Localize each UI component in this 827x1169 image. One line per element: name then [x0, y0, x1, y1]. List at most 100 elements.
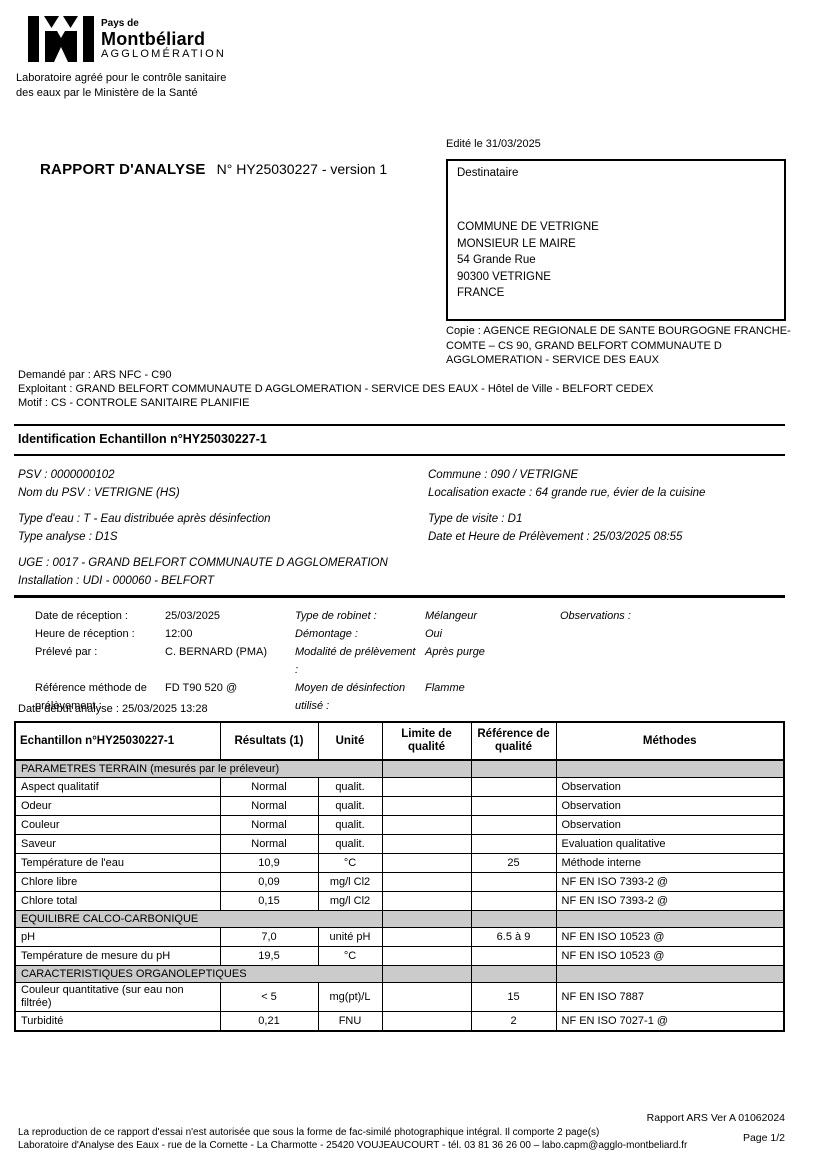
- footer-reproduction-notice: La reproduction de ce rapport d'essai n'…: [18, 1127, 600, 1138]
- reception-details: Date de réception : 25/03/2025 Type de rob…: [35, 607, 791, 715]
- accreditation-line: Laboratoire agréé pour le contrôle sanit…: [16, 72, 227, 84]
- divider: [14, 595, 785, 598]
- col-header-unit: Unité: [317, 721, 383, 761]
- cell-limit: [381, 777, 472, 797]
- cell-unit: °C: [317, 853, 383, 873]
- cell-limit: [381, 853, 472, 873]
- identification-line: Commune : 090 / VETRIGNE: [428, 469, 579, 481]
- cell-method: NF EN ISO 7027-1 @: [555, 1011, 785, 1032]
- identification-line: Type d'eau : T - Eau distribuée après dé…: [18, 513, 271, 525]
- cell-param: Aspect qualitatif: [14, 777, 221, 797]
- cell-param: Température de mesure du pH: [14, 946, 221, 966]
- cell-limit: [381, 927, 472, 947]
- cell-limit: [381, 815, 472, 835]
- field-value: Oui: [425, 628, 443, 640]
- cell-method: Evaluation qualitative: [555, 834, 785, 854]
- table-row: Chlore total 0,15 mg/l Cl2 NF EN ISO 7393-2…: [14, 891, 785, 911]
- cell-method: Observation: [555, 815, 785, 835]
- table-section-row: EQUILIBRE CALCO-CARBONIQUE: [14, 910, 785, 928]
- cell-reference: 2: [470, 1011, 557, 1032]
- cell-result: Normal: [219, 815, 319, 835]
- table-row: Saveur Normal qualit. Evaluation qualitativ…: [14, 834, 785, 854]
- table-row: Aspect qualitatif Normal qualit. Observatio…: [14, 777, 785, 797]
- cell-param: Couleur quantitative (sur eau non filtré…: [14, 982, 221, 1012]
- cell-param: Odeur: [14, 796, 221, 816]
- section-empty-cell: [555, 965, 785, 983]
- section-empty-cell: [470, 910, 557, 928]
- cell-result: 0,09: [219, 872, 319, 892]
- cell-param: Turbidité: [14, 1011, 221, 1032]
- table-row: Turbidité 0,21 FNU 2 NF EN ISO 7027-1 @: [14, 1011, 785, 1032]
- field-value: 12:00: [165, 628, 193, 640]
- cell-reference: 6.5 à 9: [470, 927, 557, 947]
- field-label: [560, 625, 791, 643]
- copy-recipients: Copie : AGENCE REGIONALE DE SANTE BOURGO…: [446, 325, 791, 366]
- cell-limit: [381, 891, 472, 911]
- col-header-limit: Limite de qualité: [381, 721, 472, 761]
- cell-param: Couleur: [14, 815, 221, 835]
- cell-result: Normal: [219, 777, 319, 797]
- section-empty-cell: [381, 759, 472, 778]
- cell-unit: qualit.: [317, 777, 383, 797]
- address-line: MONSIEUR LE MAIRE: [457, 237, 576, 250]
- col-header-results: Résultats (1): [219, 721, 319, 761]
- cell-reference: [470, 872, 557, 892]
- col-header-sample: Echantillon n°HY25030227-1: [14, 721, 221, 761]
- section-empty-cell: [470, 759, 557, 778]
- identification-line: UGE : 0017 - GRAND BELFORT COMMUNAUTE D …: [18, 557, 388, 569]
- cell-unit: unité pH: [317, 927, 383, 947]
- logo-line-name: Montbéliard: [101, 29, 206, 49]
- field-value: 25/03/2025: [165, 610, 221, 622]
- cell-limit: [381, 834, 472, 854]
- cell-method: Observation: [555, 777, 785, 797]
- address-line: 90300 VETRIGNE: [457, 270, 551, 283]
- analysis-start-date: Date début analyse : 25/03/2025 13:28: [18, 703, 208, 715]
- field-label: Modalité de prélèvement :: [295, 646, 416, 676]
- section-empty-cell: [555, 910, 785, 928]
- accreditation-text: Laboratoire agréé pour le contrôle sanit…: [16, 71, 226, 101]
- identification-line: Installation : UDI - 000060 - BELFORT: [18, 575, 215, 587]
- cell-result: 0,21: [219, 1011, 319, 1032]
- logo-line-sub: AGGLOMÉRATION: [101, 48, 226, 60]
- col-header-reference: Référence de qualité: [470, 721, 557, 761]
- cell-unit: °C: [317, 946, 383, 966]
- cell-method: NF EN ISO 10523 @: [555, 927, 785, 947]
- cell-unit: qualit.: [317, 834, 383, 854]
- identification-title: Identification Echantillon n°HY25030227-…: [18, 432, 267, 446]
- col-header-methods: Méthodes: [555, 721, 785, 761]
- report-title-row: RAPPORT D'ANALYSE N° HY25030227 - versio…: [40, 161, 387, 178]
- identification-line: [428, 502, 705, 510]
- field-value: Flamme: [425, 682, 465, 694]
- field-value: Mélangeur: [425, 610, 477, 622]
- cell-reference: [470, 946, 557, 966]
- table-section-row: CARACTERISTIQUES ORGANOLEPTIQUES: [14, 965, 785, 983]
- table-row: Température de l'eau 10,9 °C 25 Méthode inte…: [14, 853, 785, 873]
- cell-param: pH: [14, 927, 221, 947]
- cell-limit: [381, 1011, 472, 1032]
- cell-param: Chlore libre: [14, 872, 221, 892]
- request-line: Demandé par : ARS NFC - C90: [18, 369, 172, 381]
- identification-line: Date et Heure de Prélèvement : 25/03/202…: [428, 531, 683, 543]
- cell-reference: [470, 834, 557, 854]
- section-label: EQUILIBRE CALCO-CARBONIQUE: [14, 910, 383, 928]
- identification-right-column: Commune : 090 / VETRIGNE Localisation exa…: [428, 466, 705, 546]
- page-number: Page 1/2: [742, 1132, 785, 1144]
- accreditation-line: des eaux par le Ministère de la Santé: [16, 87, 198, 99]
- cell-unit: mg/l Cl2: [317, 872, 383, 892]
- table-row: pH 7,0 unité pH 6.5 à 9 NF EN ISO 10523 @: [14, 927, 785, 947]
- table-section-row: PARAMETRES TERRAIN (mesurés par le préle…: [14, 759, 785, 778]
- cell-result: Normal: [219, 834, 319, 854]
- field-value: FD T90 520 @: [165, 682, 238, 694]
- results-table-header-row: Echantillon n°HY25030227-1 Résultats (1)…: [14, 721, 785, 761]
- field-label: Démontage :: [295, 628, 358, 640]
- cell-unit: qualit.: [317, 796, 383, 816]
- field-label: [560, 679, 791, 715]
- cell-method: NF EN ISO 7887: [555, 982, 785, 1012]
- report-number: N° HY25030227 - version 1: [216, 161, 388, 177]
- logo-wordmark: Pays de Montbéliard AGGLOMÉRATION: [101, 16, 226, 60]
- table-row: Couleur quantitative (sur eau non filtré…: [14, 982, 785, 1012]
- cell-result: 10,9: [219, 853, 319, 873]
- cell-method: NF EN ISO 7393-2 @: [555, 891, 785, 911]
- field-label: Type de robinet :: [295, 610, 377, 622]
